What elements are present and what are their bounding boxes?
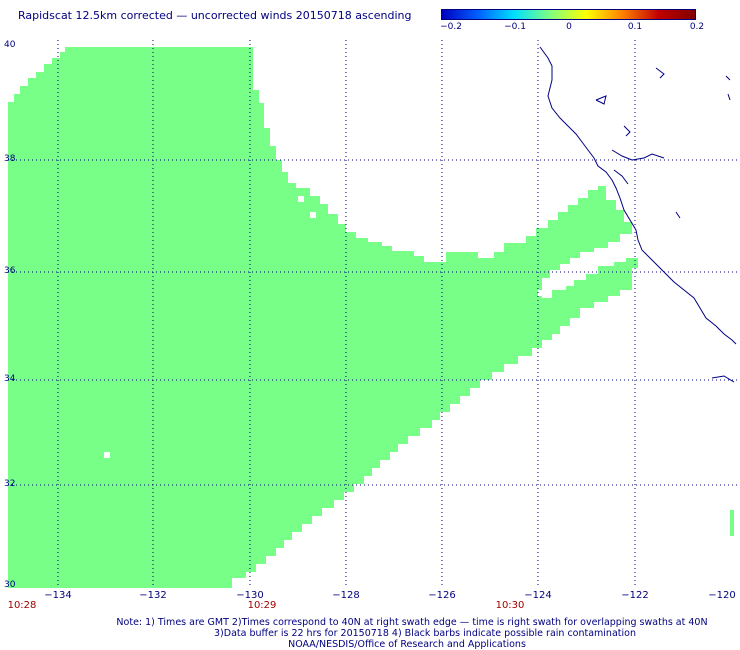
coastline bbox=[539, 46, 737, 383]
data-gap bbox=[104, 452, 110, 458]
time-label: 10:28 bbox=[7, 600, 37, 611]
colorbar bbox=[441, 9, 696, 20]
colorbar-tick: 0.2 bbox=[689, 22, 705, 32]
data-gap bbox=[310, 212, 316, 218]
lat-label: 34 bbox=[4, 374, 16, 384]
map-title: Rapidscat 12.5km corrected — uncorrected… bbox=[18, 9, 412, 22]
lon-label: −124 bbox=[524, 590, 552, 601]
lat-label: 36 bbox=[4, 266, 16, 276]
lon-label: −134 bbox=[44, 590, 72, 601]
swath-coverage bbox=[8, 47, 638, 588]
data-gap bbox=[298, 196, 304, 202]
data-gap bbox=[538, 290, 544, 296]
lon-label: −130 bbox=[236, 590, 264, 601]
lon-label: −126 bbox=[428, 590, 456, 601]
lat-label: 32 bbox=[4, 479, 16, 489]
time-label: 10:29 bbox=[247, 600, 277, 611]
lon-label: −120 bbox=[708, 590, 736, 601]
note-line-2: 3)Data buffer is 22 hrs for 20150718 4) … bbox=[214, 628, 636, 639]
colorbar-tick: −0.1 bbox=[504, 22, 526, 32]
lon-label: −122 bbox=[621, 590, 649, 601]
note-line-3: NOAA/NESDIS/Office of Research and Appli… bbox=[288, 639, 526, 650]
colorbar-tick: 0 bbox=[566, 22, 572, 32]
time-label: 10:30 bbox=[495, 600, 525, 611]
lat-label: 30 bbox=[4, 580, 16, 590]
swath-coverage-edge bbox=[730, 510, 734, 536]
colorbar-tick: −0.2 bbox=[440, 22, 462, 32]
colorbar-tick: 0.1 bbox=[627, 22, 643, 32]
lat-label: 38 bbox=[4, 154, 16, 164]
note-line-1: Note: 1) Times are GMT 2)Times correspon… bbox=[116, 617, 708, 628]
lat-label: 40 bbox=[4, 40, 16, 50]
graticule bbox=[8, 40, 738, 588]
lon-label: −128 bbox=[332, 590, 360, 601]
lon-label: −132 bbox=[139, 590, 167, 601]
